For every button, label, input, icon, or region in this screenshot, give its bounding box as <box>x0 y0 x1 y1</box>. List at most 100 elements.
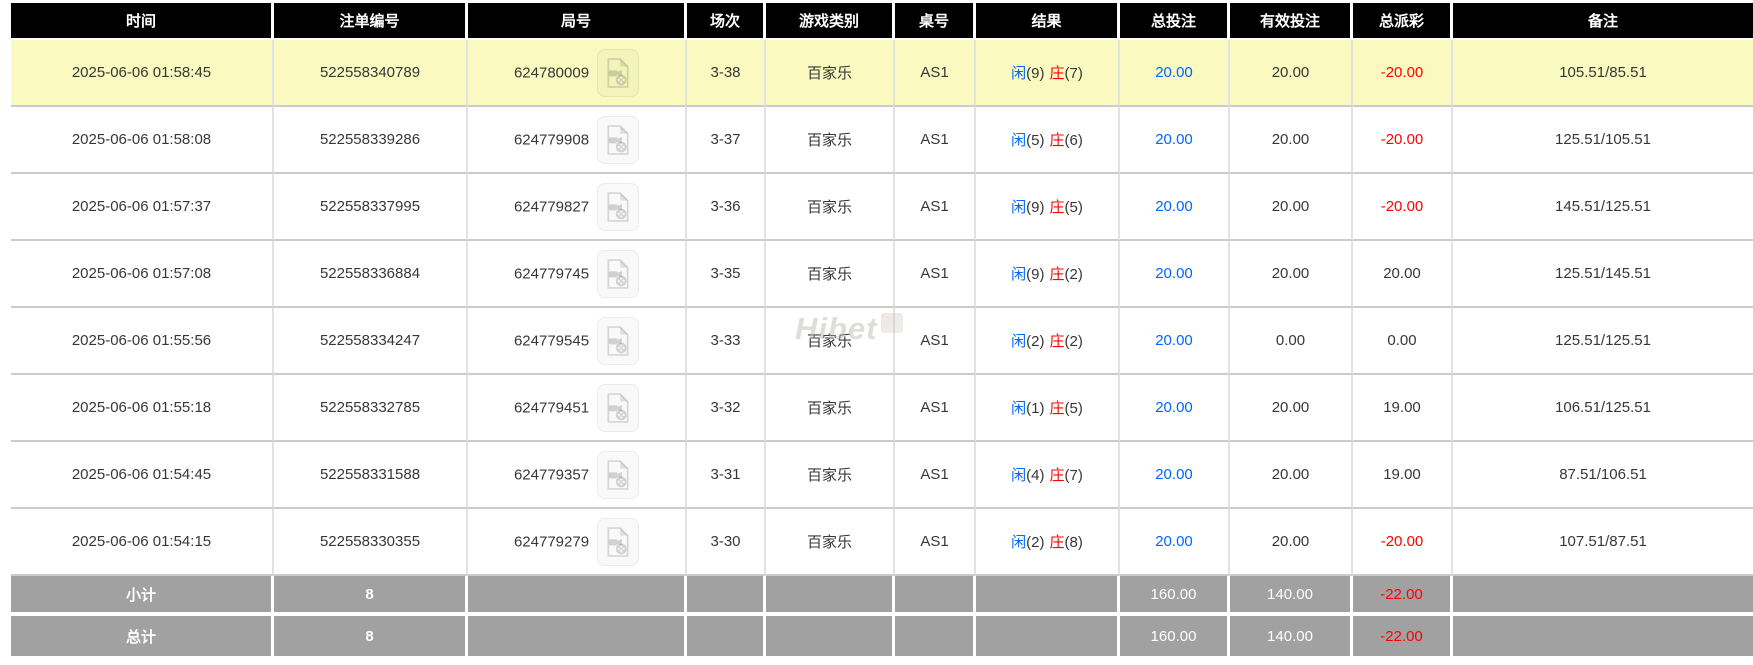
subtotal-game-cell <box>766 576 895 616</box>
column-header-result: 结果 <box>976 3 1120 40</box>
video-replay-button[interactable] <box>597 316 640 365</box>
subtotal-row: 小计 8 160.00 140.00 -22.00 <box>11 576 1753 616</box>
result-player-label: 闲 <box>1011 467 1027 484</box>
cell-valid-bet: 20.00 <box>1230 174 1353 241</box>
table-footer: 小计 8 160.00 140.00 -22.00 总计 8 <box>11 576 1753 656</box>
grand-total-count: 8 <box>274 616 468 656</box>
result-banker-score: (6) <box>1064 132 1083 149</box>
cell-remark: 105.51/85.51 <box>1453 40 1753 107</box>
cell-time: 2025-06-06 01:57:08 <box>11 241 274 308</box>
result-player-label: 闲 <box>1011 65 1027 82</box>
result-player-label: 闲 <box>1011 266 1027 283</box>
video-replay-button[interactable] <box>597 48 640 97</box>
result-banker-score: (5) <box>1064 400 1083 417</box>
subtotal-table-cell <box>895 576 976 616</box>
cell-table-no: AS1 <box>895 40 976 107</box>
cell-table-no: AS1 <box>895 241 976 308</box>
cell-session: 3-36 <box>687 174 766 241</box>
bet-record-row: 2025-06-06 01:54:15 522558330355 6247792… <box>11 509 1753 576</box>
result-player-label: 闲 <box>1011 400 1027 417</box>
bet-record-row: 2025-06-06 01:57:08 522558336884 6247797… <box>11 241 1753 308</box>
result-player-score: (2) <box>1026 534 1045 551</box>
result-player-score: (9) <box>1026 65 1045 82</box>
cell-payout: -20.00 <box>1353 107 1453 174</box>
cell-game-type: 百家乐 <box>766 40 895 107</box>
bet-record-row: 2025-06-06 01:57:37 522558337995 6247798… <box>11 174 1753 241</box>
cell-session: 3-31 <box>687 442 766 509</box>
video-replay-button[interactable] <box>597 383 640 432</box>
cell-payout: -20.00 <box>1353 174 1453 241</box>
cell-bet-id: 522558336884 <box>274 241 468 308</box>
video-file-icon <box>607 258 629 289</box>
bet-record-row: 2025-06-06 01:58:45 522558340789 6247800… <box>11 40 1753 107</box>
cell-valid-bet: 20.00 <box>1230 375 1353 442</box>
column-header-payout: 总派彩 <box>1353 3 1453 40</box>
subtotal-remark-cell <box>1453 576 1753 616</box>
subtotal-round-cell <box>468 576 687 616</box>
round-number: 624779545 <box>513 332 590 349</box>
cell-result: 闲(5) 庄(6) <box>976 107 1120 174</box>
column-header-time: 时间 <box>11 3 274 40</box>
round-number: 624779279 <box>513 533 590 550</box>
round-number: 624779908 <box>513 131 590 148</box>
cell-result: 闲(2) 庄(8) <box>976 509 1120 576</box>
video-file-icon <box>607 325 629 356</box>
cell-time: 2025-06-06 01:54:45 <box>11 442 274 509</box>
bet-record-row: 2025-06-06 01:58:08 522558339286 6247799… <box>11 107 1753 174</box>
result-banker-score: (7) <box>1064 65 1083 82</box>
video-replay-button[interactable] <box>597 517 640 566</box>
grand-total-table-cell <box>895 616 976 656</box>
table-header: 时间 注单编号 局号 场次 游戏类别 桌号 结果 总投注 有效投注 总派彩 备注 <box>11 3 1753 40</box>
cell-valid-bet: 20.00 <box>1230 442 1353 509</box>
cell-bet-id: 522558332785 <box>274 375 468 442</box>
round-number: 624779451 <box>513 399 590 416</box>
video-file-icon <box>607 57 629 88</box>
video-file-icon <box>607 459 629 490</box>
result-player-score: (2) <box>1026 333 1045 350</box>
bet-record-row: 2025-06-06 01:54:45 522558331588 6247793… <box>11 442 1753 509</box>
cell-game-type: 百家乐 <box>766 174 895 241</box>
bet-history-table: 时间 注单编号 局号 场次 游戏类别 桌号 结果 总投注 有效投注 总派彩 备注… <box>11 3 1753 656</box>
bet-table-body: 2025-06-06 01:58:45 522558340789 6247800… <box>11 40 1753 576</box>
cell-session: 3-35 <box>687 241 766 308</box>
cell-payout: -20.00 <box>1353 509 1453 576</box>
cell-bet-id: 522558340789 <box>274 40 468 107</box>
column-header-session: 场次 <box>687 3 766 40</box>
cell-remark: 106.51/125.51 <box>1453 375 1753 442</box>
cell-time: 2025-06-06 01:54:15 <box>11 509 274 576</box>
cell-game-type: 百家乐 <box>766 107 895 174</box>
cell-time: 2025-06-06 01:55:56 <box>11 308 274 375</box>
cell-table-no: AS1 <box>895 442 976 509</box>
video-replay-button[interactable] <box>597 182 640 231</box>
result-banker-label: 庄 <box>1049 400 1065 417</box>
video-file-icon <box>607 191 629 222</box>
video-replay-button[interactable] <box>597 450 640 499</box>
cell-result: 闲(1) 庄(5) <box>976 375 1120 442</box>
cell-session: 3-33 <box>687 308 766 375</box>
cell-payout: 20.00 <box>1353 241 1453 308</box>
cell-remark: 107.51/87.51 <box>1453 509 1753 576</box>
result-player-label: 闲 <box>1011 132 1027 149</box>
cell-game-type: 百家乐 <box>766 442 895 509</box>
cell-valid-bet: 20.00 <box>1230 40 1353 107</box>
cell-game-type: 百家乐 <box>766 308 895 375</box>
cell-time: 2025-06-06 01:57:37 <box>11 174 274 241</box>
cell-payout: -20.00 <box>1353 40 1453 107</box>
result-player-score: (5) <box>1026 132 1045 149</box>
cell-time: 2025-06-06 01:55:18 <box>11 375 274 442</box>
grand-total-row: 总计 8 160.00 140.00 -22.00 <box>11 616 1753 656</box>
column-header-game-type: 游戏类别 <box>766 3 895 40</box>
result-banker-label: 庄 <box>1049 199 1065 216</box>
round-number: 624779357 <box>513 466 590 483</box>
cell-remark: 125.51/145.51 <box>1453 241 1753 308</box>
cell-total-bet: 20.00 <box>1120 107 1230 174</box>
grand-total-remark-cell <box>1453 616 1753 656</box>
cell-table-no: AS1 <box>895 107 976 174</box>
video-replay-button[interactable] <box>597 249 640 298</box>
cell-round: 624779357 <box>468 442 687 509</box>
cell-bet-id: 522558339286 <box>274 107 468 174</box>
video-replay-button[interactable] <box>597 115 640 164</box>
cell-round: 624779279 <box>468 509 687 576</box>
result-player-label: 闲 <box>1011 199 1027 216</box>
